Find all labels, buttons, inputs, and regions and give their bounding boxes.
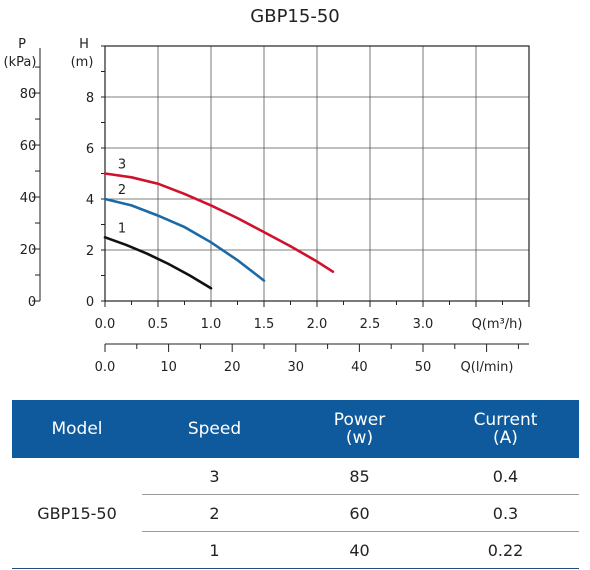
curve-label-3: 3 [118,158,126,173]
h-tick-label: 6 [86,142,94,157]
header-power-unit: (w) [345,428,374,448]
q-tick-label: 0.5 [148,317,169,332]
power-cell: 85 [287,458,432,495]
table-row: 2 60 0.3 [12,494,579,532]
table-row: 1 40 0.22 [12,531,579,569]
header-current: Current (A) [432,400,579,458]
curve-speed-2 [103,197,266,282]
header-model: Model [12,400,142,458]
performance-chart: GBP15-50 0 2 4 6 8 H (m) 0 20 40 60 80 P (kPa) 0.0 0.5 1.… [4,6,530,375]
header-speed: Speed [142,400,287,458]
header-power-label: Power [333,410,386,430]
p-axis-unit: (kPa) [4,55,37,70]
q-tick-label: 3.0 [413,317,434,332]
q-tick-label: 1.5 [254,317,275,332]
h-tick-label: 4 [86,193,94,208]
qlmin-axis-label: Q(l/min) [461,360,514,375]
curve-label-2: 2 [118,183,126,198]
current-cell: 0.3 [432,494,579,532]
speed-cell: 2 [142,494,287,532]
speed-cell: 1 [142,531,287,569]
current-cell: 0.4 [432,458,579,495]
header-current-label: Current [473,410,538,430]
h-tick-label: 0 [86,295,94,310]
model-cell: GBP15-50 [12,458,142,569]
p-tick-label: 20 [20,243,37,258]
p-tick-label: 0 [28,295,36,310]
power-cell: 60 [287,494,432,532]
table-row: GBP15-50 3 85 0.4 [12,458,579,569]
curve-speed-3 [103,172,335,273]
h-tick-label: 8 [86,91,94,106]
p-tick-label: 80 [20,87,37,102]
q-tick-label: 2.5 [360,317,381,332]
qlmin-tick-label: 50 [415,360,432,375]
qlmin-tick-label: 0.0 [95,360,116,375]
h-axis-unit: (m) [71,55,94,70]
q-tick-label: 1.0 [201,317,222,332]
current-cell: 0.22 [432,531,579,569]
p-axis-label: P [18,37,26,52]
header-current-unit: (A) [493,428,518,448]
power-cell: 40 [287,531,432,569]
p-tick-label: 60 [20,139,37,154]
header-power: Power (w) [287,400,432,458]
p-tick-label: 40 [20,191,37,206]
curve-label-1: 1 [118,221,126,236]
chart-title: GBP15-50 [250,6,339,27]
q-axis-label: Q(m³/h) [472,317,523,332]
table-header-row: Model Speed Power (w) Current (A) [12,400,579,458]
h-tick-label: 2 [86,244,94,259]
qlmin-tick-label: 30 [288,360,305,375]
qlmin-tick-label: 20 [224,360,241,375]
q-tick-label: 2.0 [307,317,328,332]
qlmin-tick-label: 40 [351,360,368,375]
spec-table: Model Speed Power (w) Current (A) GBP15-… [12,400,579,569]
q-tick-label: 0.0 [95,317,116,332]
curve-speed-1 [103,236,213,290]
h-axis-label: H [79,37,89,52]
qlmin-tick-label: 10 [160,360,177,375]
speed-cell: 3 [142,458,287,495]
